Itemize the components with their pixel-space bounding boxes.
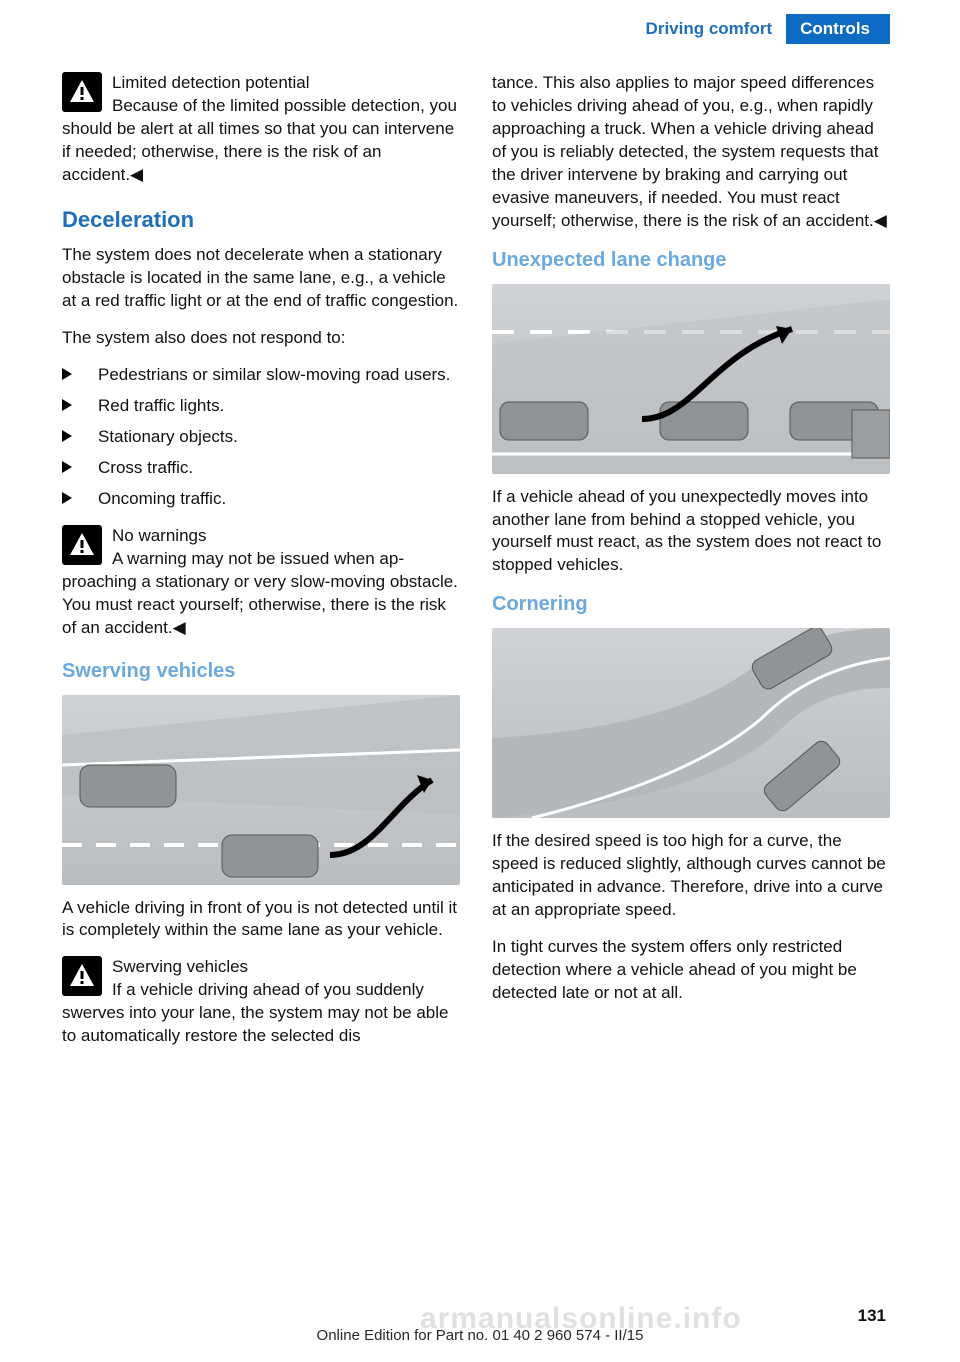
list-text: Pedestrians or similar slow-moving road …: [98, 365, 450, 384]
bullet-icon: [62, 430, 72, 442]
header-chapter: Controls: [786, 14, 890, 44]
warning-icon: [62, 525, 102, 565]
list-text: Red traffic lights.: [98, 396, 224, 415]
warning-title: Swerving vehicles: [112, 957, 248, 976]
warning-icon: [62, 956, 102, 996]
warning-swerving-vehicles: Swerving vehicles If a vehicle driving a…: [62, 956, 460, 1048]
unexpected-caption: If a vehicle ahead of you unexpectedly m…: [492, 486, 890, 578]
heading-unexpected-lane-change: Unexpected lane change: [492, 247, 890, 274]
bullet-icon: [62, 492, 72, 504]
bullet-icon: [62, 461, 72, 473]
cornering-p2: In tight curves the system offers only r…: [492, 936, 890, 1005]
column-right: tance. This also applies to major speed …: [492, 72, 890, 1066]
warning-title: Limited detection potential: [112, 73, 310, 92]
page: Driving comfort Controls Limited detecti…: [0, 0, 960, 1362]
footer-edition: Online Edition for Part no. 01 40 2 960 …: [0, 1327, 960, 1344]
heading-swerving: Swerving vehicles: [62, 658, 460, 685]
figure-swerving: [62, 695, 460, 885]
warning-title: No warnings: [112, 526, 207, 545]
list-item: Pedestrians or similar slow-moving road …: [62, 364, 460, 387]
warning-icon: [62, 72, 102, 112]
deceleration-p2: The system also does not respond to:: [62, 327, 460, 350]
page-header: Driving comfort Controls: [632, 14, 890, 44]
figure-cornering: [492, 628, 890, 818]
list-text: Stationary objects.: [98, 427, 238, 446]
deceleration-list: Pedestrians or similar slow-moving road …: [62, 364, 460, 511]
figure-unexpected-lane-change: [492, 284, 890, 474]
content-area: Limited detection potential Because of t…: [62, 72, 890, 1066]
warning-body: A warning may not be issued when ap­proa…: [62, 549, 458, 637]
list-item: Oncoming traffic.: [62, 488, 460, 511]
warning-continuation: tance. This also applies to major speed …: [492, 72, 890, 233]
warning-limited-detection: Limited detection potential Because of t…: [62, 72, 460, 187]
cornering-p1: If the desired speed is too high for a c…: [492, 830, 890, 922]
warning-no-warnings: No warnings A warning may not be issued …: [62, 525, 460, 640]
swerving-caption: A vehicle driving in front of you is not…: [62, 897, 460, 943]
warning-body: Because of the limited possible detec­ti…: [62, 96, 457, 184]
list-text: Oncoming traffic.: [98, 489, 226, 508]
deceleration-p1: The system does not decelerate when a st…: [62, 244, 460, 313]
bullet-icon: [62, 368, 72, 380]
page-number: 131: [858, 1306, 886, 1326]
bullet-icon: [62, 399, 72, 411]
list-item: Red traffic lights.: [62, 395, 460, 418]
list-item: Cross traffic.: [62, 457, 460, 480]
column-left: Limited detection potential Because of t…: [62, 72, 460, 1066]
list-text: Cross traffic.: [98, 458, 193, 477]
list-item: Stationary objects.: [62, 426, 460, 449]
heading-deceleration: Deceleration: [62, 205, 460, 235]
warning-body: If a vehicle driving ahead of you sudden…: [62, 980, 448, 1045]
header-section: Driving comfort: [632, 14, 787, 44]
heading-cornering: Cornering: [492, 591, 890, 618]
